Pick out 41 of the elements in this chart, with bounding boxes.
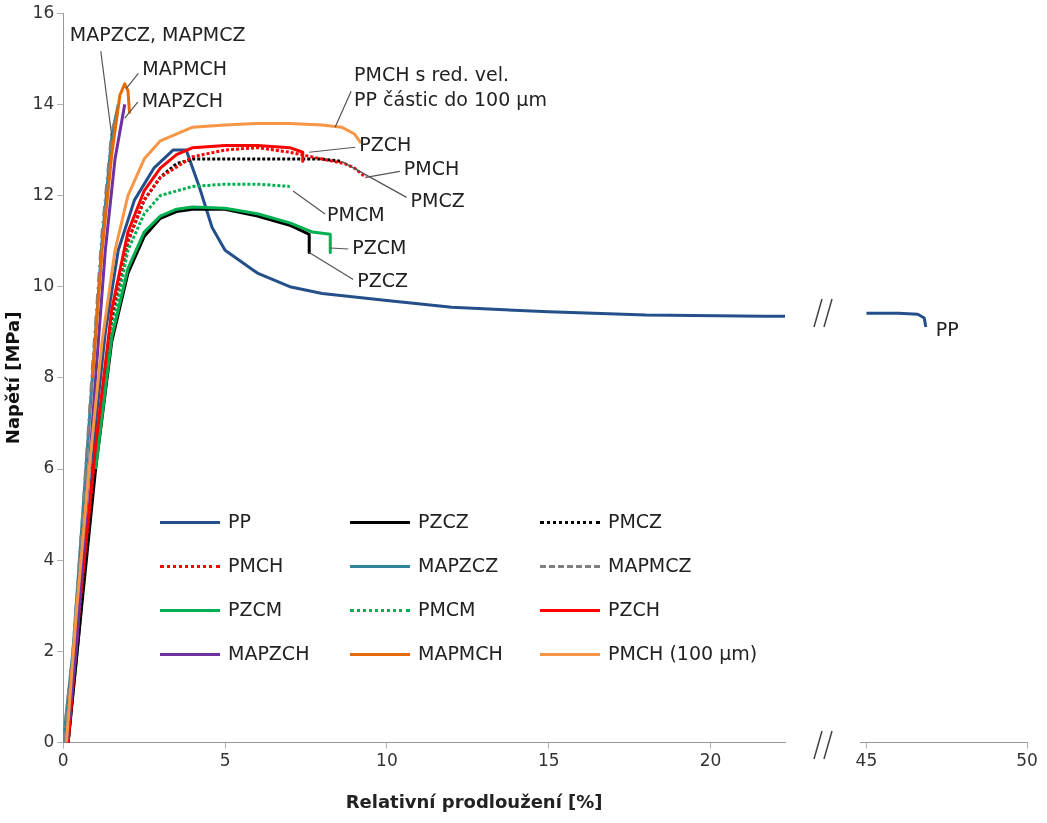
annotation: PMCM (327, 202, 385, 225)
legend-label: MAPMCZ (608, 554, 692, 576)
y-tick-label: 6 (43, 457, 55, 478)
legend-label: PMCH (100 µm) (608, 642, 758, 664)
y-tick-label: 4 (43, 548, 55, 569)
x-tick-label: 45 (855, 750, 878, 771)
annotation: MAPMCH (142, 57, 228, 80)
y-tick-label: 2 (43, 639, 55, 660)
x-tick-label: 10 (376, 750, 398, 771)
annotation: PZCM (352, 235, 407, 258)
legend-label: PZCZ (418, 510, 469, 532)
x-tick-label: 15 (537, 750, 560, 771)
annotation: PMCH (403, 157, 460, 180)
y-tick-label: 8 (43, 366, 55, 387)
y-tick-label: 0 (43, 731, 55, 752)
legend-label: PMCM (418, 598, 476, 620)
annotation: PMCZ (410, 189, 465, 212)
annotation: MAPZCZ, MAPMCZ (69, 23, 246, 46)
x-tick-label: 20 (699, 750, 722, 771)
annotation: PZCZ (357, 269, 408, 292)
y-tick-label: 10 (32, 275, 55, 296)
annotation: MAPZCH (141, 88, 224, 111)
legend-label: PZCM (228, 598, 283, 620)
annotation: PMCH s red. vel. PP částic do 100 µm (354, 63, 547, 111)
x-tick-label: 50 (1016, 750, 1038, 771)
legend-label: PZCH (608, 598, 661, 620)
y-tick-label: 12 (32, 183, 55, 204)
x-tick-label: 0 (57, 750, 69, 771)
legend-label: PP (228, 510, 251, 532)
y-tick-label: 16 (32, 1, 55, 22)
legend-label: PMCZ (608, 510, 663, 532)
legend-label: MAPZCZ (418, 554, 499, 576)
legend-label: PMCH (228, 554, 284, 576)
legend-label: MAPMCH (418, 642, 503, 664)
legend-label: MAPZCH (228, 642, 310, 664)
annotation: PZCH (359, 133, 412, 156)
x-axis-title: Relativní prodloužení [%] (345, 790, 603, 812)
y-axis-title: Napětí [MPa] (2, 311, 24, 445)
series-label: PP (935, 318, 959, 341)
x-tick-label: 5 (219, 750, 231, 771)
y-tick-label: 14 (32, 92, 55, 113)
